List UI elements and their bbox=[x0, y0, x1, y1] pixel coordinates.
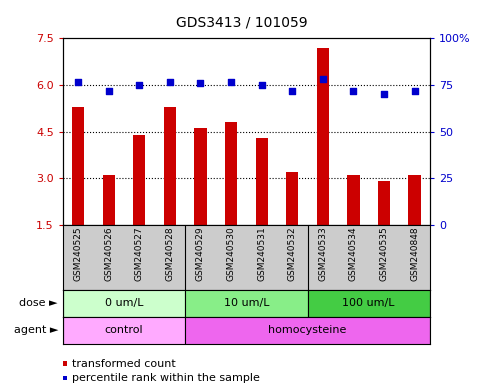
Point bbox=[380, 91, 388, 98]
Text: dose ►: dose ► bbox=[19, 298, 58, 308]
Bar bbox=[347, 175, 359, 225]
Text: percentile rank within the sample: percentile rank within the sample bbox=[72, 373, 260, 383]
Text: GSM240528: GSM240528 bbox=[165, 227, 174, 281]
Bar bbox=[102, 175, 115, 225]
Point bbox=[197, 80, 204, 86]
Text: homocysteine: homocysteine bbox=[269, 325, 347, 335]
Text: GDS3413 / 101059: GDS3413 / 101059 bbox=[176, 15, 307, 29]
Text: 10 um/L: 10 um/L bbox=[224, 298, 269, 308]
Text: 100 um/L: 100 um/L bbox=[342, 298, 395, 308]
Text: control: control bbox=[105, 325, 143, 335]
Bar bbox=[256, 138, 268, 225]
Bar bbox=[194, 128, 207, 225]
Point bbox=[258, 82, 266, 88]
Bar bbox=[133, 135, 145, 225]
Bar bbox=[317, 48, 329, 225]
Text: GSM240525: GSM240525 bbox=[73, 227, 83, 281]
Text: GSM240535: GSM240535 bbox=[380, 227, 388, 281]
Point bbox=[105, 88, 113, 94]
Point bbox=[319, 76, 327, 82]
Text: GSM240530: GSM240530 bbox=[227, 227, 236, 281]
Text: GSM240848: GSM240848 bbox=[410, 227, 419, 281]
Bar bbox=[164, 107, 176, 225]
Text: 0 um/L: 0 um/L bbox=[105, 298, 143, 308]
Text: transformed count: transformed count bbox=[72, 359, 176, 369]
Text: GSM240526: GSM240526 bbox=[104, 227, 113, 281]
Point bbox=[411, 88, 418, 94]
Text: GSM240534: GSM240534 bbox=[349, 227, 358, 281]
Bar bbox=[378, 181, 390, 225]
Point bbox=[135, 82, 143, 88]
Bar bbox=[286, 172, 298, 225]
Text: agent ►: agent ► bbox=[14, 325, 58, 335]
Point bbox=[166, 79, 174, 85]
Bar bbox=[409, 175, 421, 225]
Point bbox=[227, 79, 235, 85]
Text: GSM240532: GSM240532 bbox=[288, 227, 297, 281]
Point bbox=[350, 88, 357, 94]
Bar bbox=[225, 122, 237, 225]
Point bbox=[74, 79, 82, 85]
Text: GSM240529: GSM240529 bbox=[196, 227, 205, 281]
Bar bbox=[72, 107, 84, 225]
Text: GSM240531: GSM240531 bbox=[257, 227, 266, 281]
Text: GSM240527: GSM240527 bbox=[135, 227, 144, 281]
Text: GSM240533: GSM240533 bbox=[318, 227, 327, 281]
Point bbox=[288, 88, 296, 94]
